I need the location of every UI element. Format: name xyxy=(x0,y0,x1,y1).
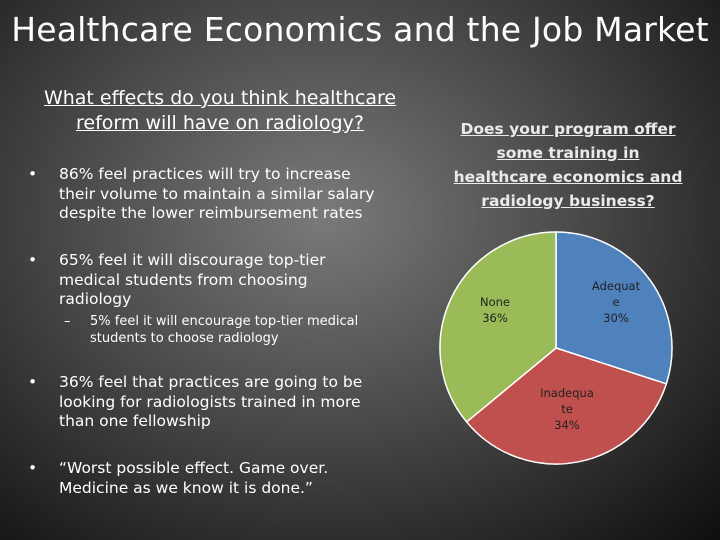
right-heading-line: Does your program offer xyxy=(460,120,676,138)
bullet-line: medical students from choosing xyxy=(59,270,308,289)
pie-slice-label-line: None xyxy=(480,295,510,309)
left-heading-line: What effects do you think healthcare xyxy=(43,87,397,109)
bullet-marker: • xyxy=(28,373,38,391)
pie-slice-label: Inadequa te 34% xyxy=(540,386,594,432)
bullet-marker: • xyxy=(28,165,38,183)
bullet-line: than one fellowship xyxy=(59,412,211,430)
slide-title: Healthcare Economics and the Job Market xyxy=(11,10,709,49)
pie-slice-label-line: te xyxy=(561,402,573,416)
bullet-line: 86% feel practices will try to increase xyxy=(59,165,351,183)
sub-bullet-marker: – xyxy=(64,314,71,329)
bullet-line: despite the lower reimbursement rates xyxy=(59,204,363,222)
bullet-line: their volume to maintain a similar salar… xyxy=(59,184,375,203)
right-heading-line: some training in xyxy=(496,144,640,162)
right-heading-line: radiology business? xyxy=(481,192,655,210)
pie-slice-adequate xyxy=(555,231,673,385)
pie-slice-percent: 30% xyxy=(603,311,629,325)
pie-slice-label-line: Inadequa xyxy=(540,386,594,400)
bullet-line: Medicine as we know it is done.” xyxy=(59,478,313,497)
pie-slice-label-line: e xyxy=(612,295,619,309)
pie-slice-none xyxy=(439,231,557,423)
bullet-line: looking for radiologists trained in more xyxy=(59,392,361,411)
bullet-line: “Worst possible effect. Game over. xyxy=(59,459,329,477)
pie-slice-label-line: Adequat xyxy=(592,279,641,293)
bullet-line: 65% feel it will discourage top-tier xyxy=(59,251,326,269)
bullet-line: radiology xyxy=(59,290,132,308)
sub-bullet-line: students to choose radiology xyxy=(90,331,279,346)
bullet-marker: • xyxy=(28,251,38,269)
left-question-heading: What effects do you think healthcare ref… xyxy=(20,86,420,136)
pie-slice-inadequate xyxy=(465,347,668,465)
bullet-marker: • xyxy=(28,459,38,477)
pie-slice-label: Adequat e 30% xyxy=(592,279,641,325)
bullet-line: 36% feel that practices are going to be xyxy=(59,373,363,391)
sub-bullet-line: 5% feel it will encourage top-tier medic… xyxy=(90,314,359,329)
pie-slice-percent: 34% xyxy=(554,418,580,432)
right-heading-line: healthcare economics and xyxy=(453,168,683,186)
pie-slice-percent: 36% xyxy=(482,311,508,325)
left-heading-line: reform will have on radiology? xyxy=(76,112,364,134)
pie-slice-label: None 36% xyxy=(480,295,510,325)
right-question-heading: Does your program offer some training in… xyxy=(450,117,686,213)
